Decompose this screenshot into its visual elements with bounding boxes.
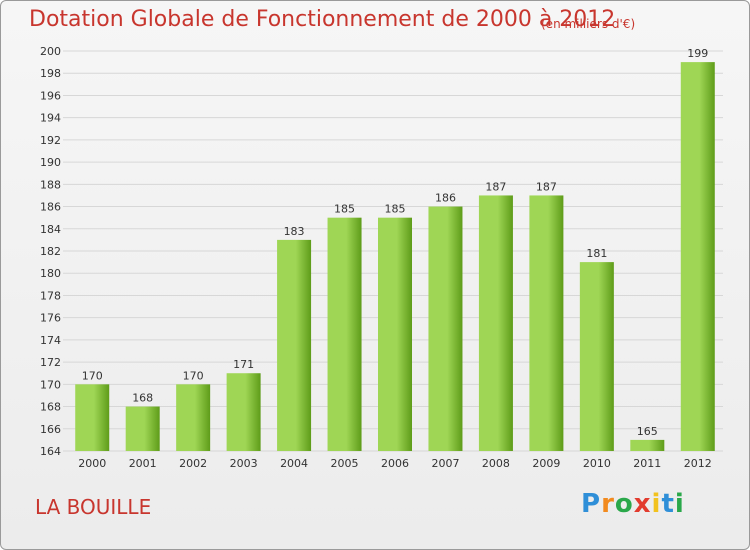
y-tick-label: 200 bbox=[40, 45, 61, 58]
bar-2007 bbox=[428, 206, 463, 451]
y-tick-label: 176 bbox=[40, 312, 61, 325]
data-label: 183 bbox=[284, 225, 305, 238]
x-tick-label: 2009 bbox=[532, 457, 560, 470]
data-label: 170 bbox=[183, 369, 204, 382]
data-label: 185 bbox=[385, 203, 406, 216]
bar-2000 bbox=[75, 384, 110, 451]
y-tick-label: 198 bbox=[40, 67, 61, 80]
x-tick-label: 2006 bbox=[381, 457, 409, 470]
data-label: 185 bbox=[334, 203, 355, 216]
x-tick-label: 2012 bbox=[684, 457, 712, 470]
x-tick-label: 2011 bbox=[633, 457, 661, 470]
y-tick-label: 196 bbox=[40, 89, 61, 102]
x-tick-label: 2004 bbox=[280, 457, 308, 470]
logo-letter: i bbox=[674, 489, 685, 519]
data-label: 171 bbox=[233, 358, 254, 371]
data-label: 186 bbox=[435, 192, 456, 205]
x-tick-label: 2007 bbox=[431, 457, 459, 470]
y-tick-label: 172 bbox=[40, 356, 61, 369]
data-label: 187 bbox=[485, 180, 506, 193]
bar-2011 bbox=[630, 439, 665, 451]
y-axis-ticks: 164 166 168 170 172 174 176 178 180 182 184 186 188 1… bbox=[40, 45, 61, 458]
bar-2006 bbox=[378, 217, 412, 451]
bar-2001 bbox=[125, 406, 160, 451]
bar-2012 bbox=[680, 62, 715, 451]
commune-name: LA BOUILLE bbox=[35, 495, 152, 519]
data-label: 187 bbox=[536, 180, 557, 193]
y-tick-label: 186 bbox=[40, 201, 61, 214]
y-tick-label: 188 bbox=[40, 178, 61, 191]
y-tick-label: 168 bbox=[40, 401, 61, 414]
logo-letter: t bbox=[661, 489, 675, 519]
y-tick-label: 180 bbox=[40, 267, 61, 280]
data-label: 165 bbox=[637, 425, 658, 438]
bar-2005 bbox=[327, 217, 362, 451]
x-tick-label: 2002 bbox=[179, 457, 207, 470]
data-labels: 170 168 170 171 183 185 185 186 187 187 181 165 199 bbox=[82, 47, 709, 438]
bar-2003 bbox=[226, 373, 261, 451]
y-tick-label: 170 bbox=[40, 378, 61, 391]
y-tick-label: 192 bbox=[40, 134, 61, 147]
data-label: 199 bbox=[687, 47, 708, 60]
x-tick-label: 2010 bbox=[583, 457, 611, 470]
logo-letter: o bbox=[614, 489, 634, 519]
bar-2002 bbox=[176, 384, 211, 451]
y-tick-label: 166 bbox=[40, 423, 61, 436]
proxiti-logo: Proxiti bbox=[581, 489, 685, 519]
logo-letter: r bbox=[601, 489, 615, 519]
x-tick-label: 2003 bbox=[230, 457, 258, 470]
data-label: 181 bbox=[586, 247, 607, 260]
y-tick-label: 194 bbox=[40, 112, 61, 125]
bars bbox=[75, 62, 715, 451]
bar-2010 bbox=[579, 262, 614, 451]
bar-2008 bbox=[478, 195, 513, 451]
logo-letter: x bbox=[633, 489, 652, 519]
x-tick-label: 2000 bbox=[78, 457, 106, 470]
chart-subtitle: (en milliers d'€) bbox=[541, 17, 636, 31]
logo-letter: P bbox=[581, 489, 602, 519]
data-label: 170 bbox=[82, 369, 103, 382]
y-tick-label: 178 bbox=[40, 289, 61, 302]
y-tick-label: 184 bbox=[40, 223, 61, 236]
data-label: 168 bbox=[132, 392, 153, 405]
logo-letter: i bbox=[651, 489, 662, 519]
x-axis-ticks: 2000 2001 2002 2003 2004 2005 2006 2007 2008 2009… bbox=[78, 457, 712, 470]
y-tick-label: 190 bbox=[40, 156, 61, 169]
x-tick-label: 2008 bbox=[482, 457, 510, 470]
y-tick-label: 174 bbox=[40, 334, 61, 347]
x-tick-label: 2001 bbox=[129, 457, 157, 470]
y-tick-label: 164 bbox=[40, 445, 61, 458]
x-tick-label: 2005 bbox=[331, 457, 359, 470]
bar-2004 bbox=[277, 239, 312, 451]
chart-title: Dotation Globale de Fonctionnement de 20… bbox=[29, 7, 616, 32]
y-tick-label: 182 bbox=[40, 245, 61, 258]
bar-2009 bbox=[529, 195, 564, 451]
